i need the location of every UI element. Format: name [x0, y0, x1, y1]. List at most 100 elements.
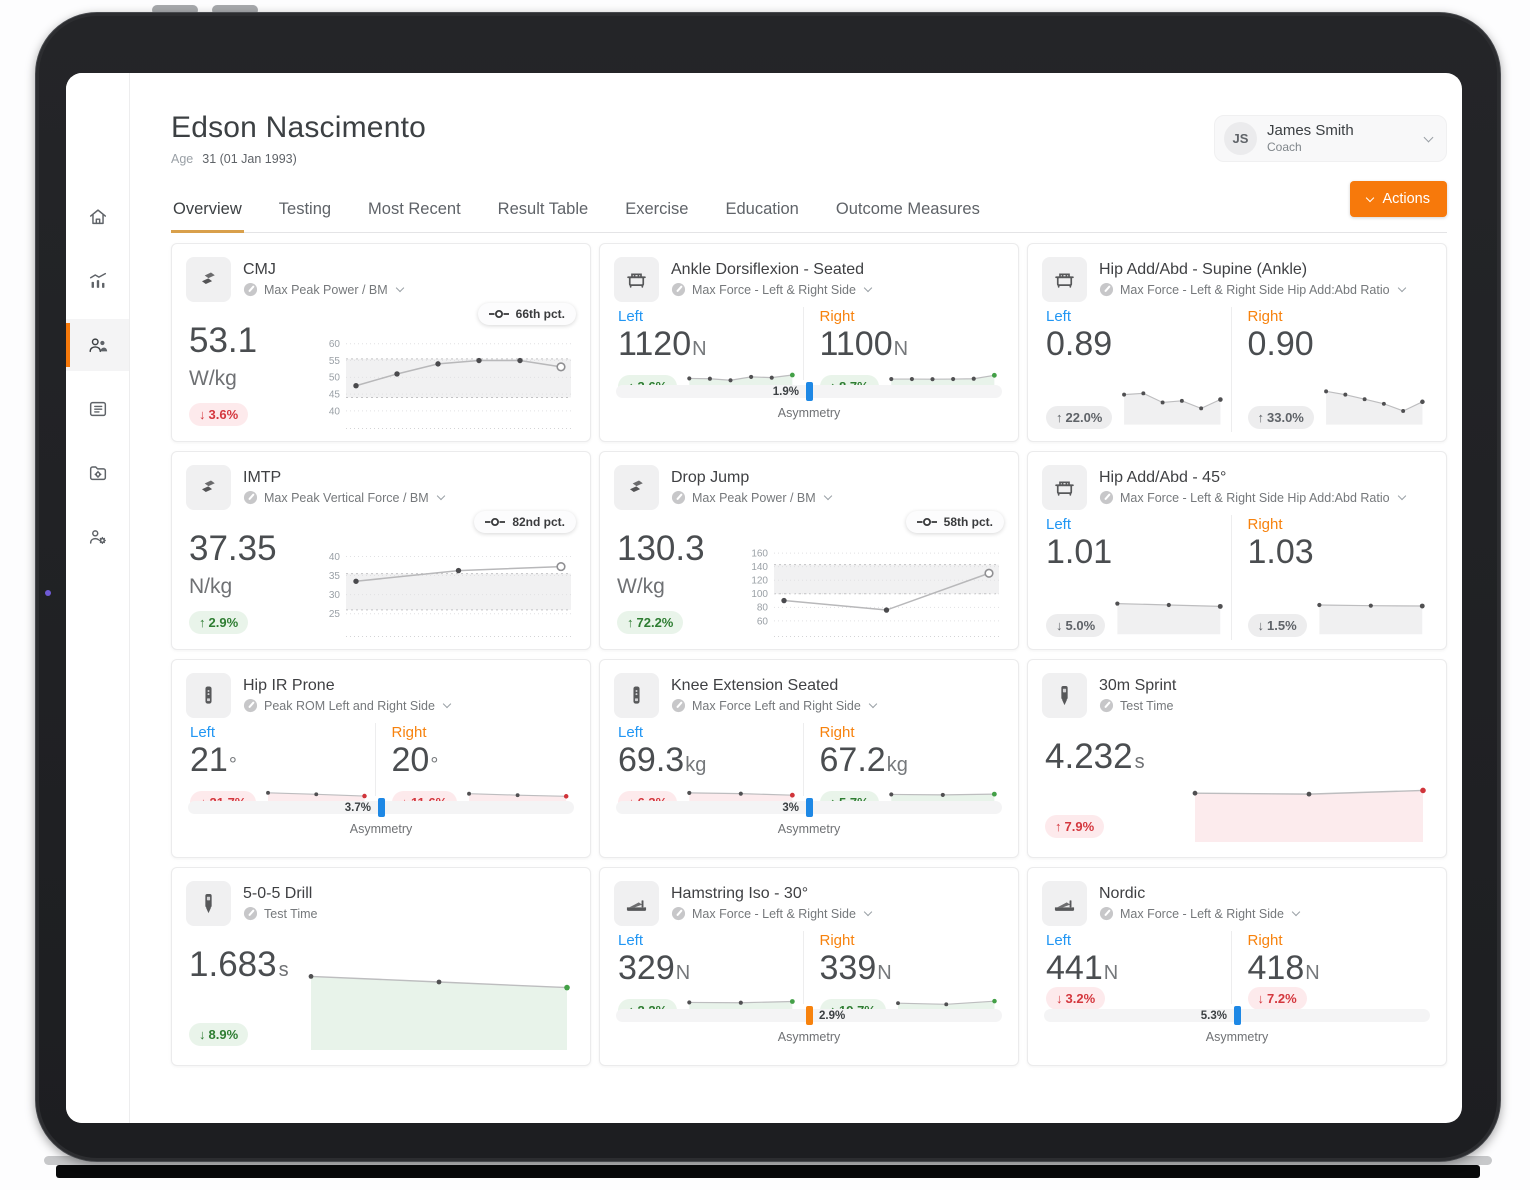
- percentile-icon: [916, 518, 937, 526]
- test-card: Hip Add/Abd - 45° Max Force - Left & Rig…: [1027, 451, 1447, 650]
- svg-text:30: 30: [329, 590, 341, 601]
- side-label: Left: [1046, 516, 1072, 533]
- primary-unit: s: [1134, 751, 1145, 773]
- change-pill: ↓ 1.5%: [1247, 614, 1307, 637]
- app-screen: Edson Nascimento Age 31 (01 Jan 1993) JS …: [66, 73, 1462, 1123]
- actions-button[interactable]: Actions: [1350, 181, 1447, 217]
- volume-button: [212, 5, 258, 15]
- chevron-down-icon: [442, 699, 452, 708]
- side-value: 0.90: [1247, 325, 1314, 363]
- metric-selector[interactable]: Test Time: [243, 906, 318, 921]
- home-icon: [89, 209, 106, 225]
- sparkline-chart: [1323, 389, 1425, 425]
- device-icon: [186, 880, 231, 926]
- sidebar-item-results[interactable]: [66, 383, 129, 435]
- card-header: Hip IR Prone Peak ROM Left and Right Sid…: [186, 671, 576, 719]
- metric-gauge-icon: [671, 906, 686, 921]
- asymmetry-caption: Asymmetry: [349, 822, 413, 836]
- metric-selector[interactable]: Max Peak Power / BM: [671, 490, 832, 505]
- tab-most-recent[interactable]: Most Recent: [368, 200, 461, 218]
- right-column: Right 339N ↑19.7%: [802, 931, 1005, 1022]
- trend-arrow-icon: ↓: [199, 407, 206, 422]
- tab-testing[interactable]: Testing: [278, 200, 332, 218]
- metric-selector[interactable]: Peak ROM Left and Right Side: [243, 698, 452, 713]
- metric-selector[interactable]: Max Force Left and Right Side: [671, 698, 878, 713]
- metric-label: Peak ROM Left and Right Side: [264, 698, 435, 713]
- change-pill: ↓ 5.0%: [1046, 614, 1106, 637]
- tab-education[interactable]: Education: [725, 200, 799, 218]
- card-header: IMTP Max Peak Vertical Force / BM: [186, 463, 576, 511]
- card-title: Knee Extension Seated: [671, 677, 839, 694]
- asymmetry-section: 3.7% Asymmetry: [186, 796, 576, 848]
- analytics-icon: [89, 272, 106, 288]
- test-card: IMTP Max Peak Vertical Force / BM 82nd p…: [171, 451, 591, 650]
- metric-selector[interactable]: Max Force - Left & Right Side Hip Add:Ab…: [1099, 490, 1406, 505]
- sidebar-item-groups[interactable]: [66, 511, 129, 563]
- user-menu[interactable]: JS James Smith Coach: [1214, 115, 1447, 162]
- metric-selector[interactable]: Max Peak Vertical Force / BM: [243, 490, 445, 505]
- chevron-down-icon: [868, 699, 878, 708]
- device-icon: [614, 672, 659, 718]
- asymmetry-section: 1.9% Asymmetry: [614, 380, 1004, 432]
- asymmetry-label: 1.9%: [772, 385, 799, 398]
- sidebar-item-analytics[interactable]: [66, 255, 129, 307]
- right-column: Right 1100N ↑8.7%: [802, 307, 1005, 398]
- sidebar-item-library[interactable]: [66, 447, 129, 499]
- side-value: 441N: [1046, 949, 1119, 987]
- svg-text:120: 120: [751, 576, 768, 587]
- right-column: Right 418N ↓ 7.2%: [1230, 931, 1433, 1010]
- primary-value: 1.683 s: [189, 945, 289, 984]
- asymmetry-label: 2.9%: [819, 1009, 846, 1022]
- change-pill: ↑ 72.2%: [617, 611, 684, 634]
- test-card: Hip Add/Abd - Supine (Ankle) Max Force -…: [1027, 243, 1447, 442]
- tab-bar: Overview Testing Most Recent Result Tabl…: [171, 191, 1447, 233]
- sidebar-item-home[interactable]: [66, 191, 129, 243]
- change-pill: ↓ 3.6%: [189, 403, 249, 426]
- svg-text:35: 35: [329, 571, 341, 582]
- device-icon: [186, 256, 231, 302]
- side-value: 418N: [1247, 949, 1320, 987]
- tab-outcome-measures[interactable]: Outcome Measures: [835, 200, 980, 218]
- percentile-badge: 66th pct.: [477, 303, 576, 325]
- svg-text:160: 160: [751, 549, 768, 560]
- metric-selector[interactable]: Max Force - Left & Right Side: [671, 282, 873, 297]
- percentile-icon: [485, 518, 506, 526]
- card-body: 53.1 W/kg ↓ 3.6% 60 55 50 45 40: [186, 303, 576, 432]
- card-title: Hip Add/Abd - Supine (Ankle): [1099, 261, 1308, 278]
- device-icon: [1042, 256, 1087, 302]
- asymmetry-bar: 1.9%: [616, 382, 1002, 401]
- metric-selector[interactable]: Max Force - Left & Right Side: [671, 906, 873, 921]
- metric-label: Max Peak Vertical Force / BM: [264, 490, 429, 505]
- test-card: Drop Jump Max Peak Power / BM 58th pct. …: [599, 451, 1019, 650]
- left-column: Left 69.3kg ↓6.3%: [614, 723, 803, 814]
- asymmetry-section: 5.3% Asymmetry: [1042, 1004, 1432, 1056]
- sidebar-item-athletes[interactable]: [66, 319, 129, 371]
- device-icon: [614, 464, 659, 510]
- metric-gauge-icon: [671, 282, 686, 297]
- left-right-panel: Left 441N ↓ 3.2% Right 418N ↓ 7.2%: [1042, 931, 1433, 1010]
- card-title: IMTP: [243, 469, 282, 486]
- card-title: Ankle Dorsiflexion - Seated: [671, 261, 864, 278]
- tab-result-table[interactable]: Result Table: [497, 200, 589, 218]
- card-header: Ankle Dorsiflexion - Seated Max Force - …: [614, 255, 1004, 303]
- card-title: Drop Jump: [671, 469, 750, 486]
- side-label: Right: [391, 724, 427, 741]
- tab-exercise[interactable]: Exercise: [625, 200, 689, 218]
- side-value: 329N: [618, 949, 691, 987]
- asymmetry-bar: 3%: [616, 798, 1002, 817]
- right-column: Right 1.03 ↓ 1.5%: [1230, 515, 1433, 640]
- svg-text:60: 60: [757, 616, 769, 627]
- side-unit: °: [228, 754, 237, 776]
- chevron-down-icon: [863, 907, 873, 916]
- card-header: CMJ Max Peak Power / BM: [186, 255, 576, 303]
- svg-text:140: 140: [751, 562, 768, 573]
- metric-selector[interactable]: Max Force - Left & Right Side Hip Add:Ab…: [1099, 282, 1406, 297]
- side-unit: N: [675, 962, 691, 984]
- svg-text:25: 25: [329, 609, 341, 620]
- metric-selector[interactable]: Max Force - Left & Right Side: [1099, 906, 1301, 921]
- device-icon: [1042, 880, 1087, 926]
- metric-selector[interactable]: Test Time: [1099, 698, 1176, 713]
- tab-overview[interactable]: Overview: [171, 191, 244, 233]
- metric-selector[interactable]: Max Peak Power / BM: [243, 282, 404, 297]
- chevron-down-icon: [823, 491, 832, 500]
